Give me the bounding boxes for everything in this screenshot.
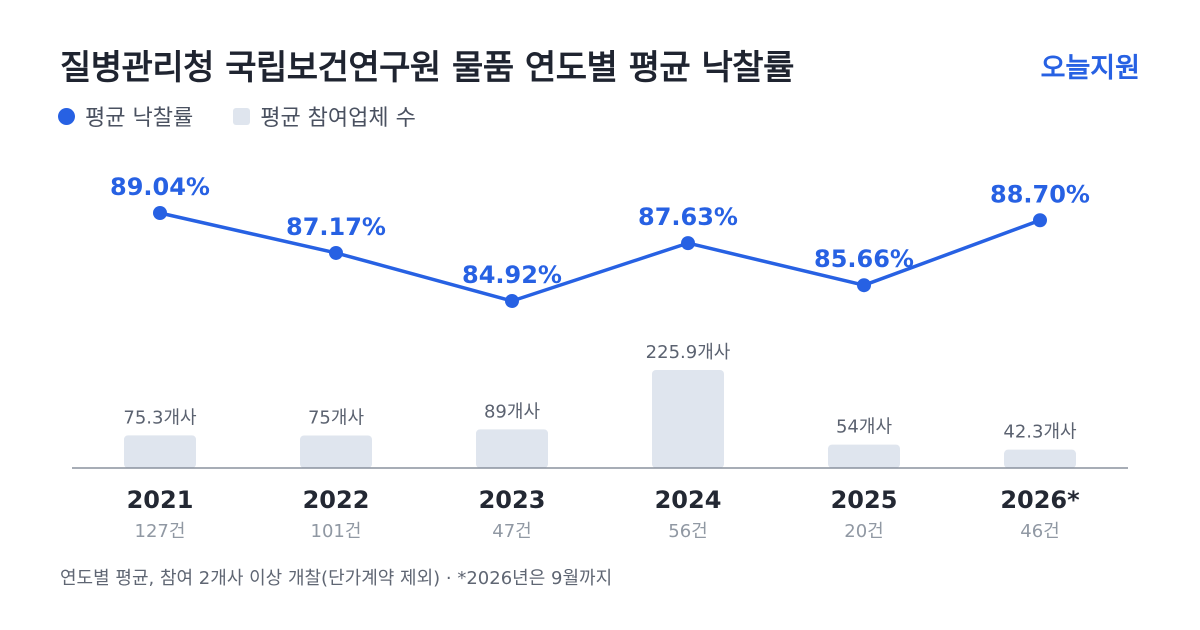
- rate-value-label: 87.63%: [638, 203, 738, 231]
- legend-square-icon: [233, 107, 251, 125]
- year-count-label: 56건: [668, 521, 707, 542]
- bar-2024: [652, 370, 724, 468]
- bar-value-label: 75개사: [308, 407, 364, 428]
- bar-value-label: 42.3개사: [1003, 422, 1077, 443]
- year-count-label: 20건: [844, 521, 883, 542]
- rate-point: [505, 294, 519, 308]
- bar-value-label: 225.9개사: [646, 342, 731, 363]
- bar-2023: [476, 429, 548, 468]
- year-count-label: 46건: [1020, 521, 1059, 542]
- year-tick-label: 2023: [479, 486, 546, 514]
- rate-point: [329, 245, 343, 260]
- rate-value-label: 87.17%: [286, 213, 386, 241]
- year-count-label: 101건: [311, 521, 362, 542]
- rate-point: [1033, 213, 1047, 228]
- rate-point: [681, 236, 695, 251]
- legend-item-bidders: 평균 참여업체 수: [233, 100, 416, 132]
- rate-value-label: 89.04%: [110, 173, 210, 201]
- bar-2022: [300, 435, 372, 468]
- legend-item-rate: 평균 낙찰률: [58, 100, 193, 132]
- year-count-label: 127건: [135, 521, 186, 542]
- bar-value-label: 75.3개사: [123, 407, 197, 428]
- bar-2021: [124, 435, 196, 468]
- legend: 평균 낙찰률 평균 참여업체 수: [58, 100, 416, 132]
- rate-point: [857, 278, 871, 293]
- year-count-label: 47건: [492, 521, 531, 542]
- brand-logo: 오늘지원: [1040, 53, 1140, 84]
- legend-dot-icon: [58, 107, 75, 125]
- rate-value-label: 84.92%: [462, 261, 562, 289]
- footnote: 연도별 평균, 참여 2개사 이상 개찰(단가계약 제외) · *2026년은 …: [60, 568, 613, 589]
- page-title: 질병관리청 국립보건연구원 물품 연도별 평균 낙찰률: [60, 48, 794, 88]
- bar-value-label: 54개사: [836, 417, 892, 438]
- bar-2026*: [1004, 449, 1076, 468]
- rate-value-label: 85.66%: [814, 245, 914, 273]
- year-tick-label: 2021: [127, 486, 194, 514]
- rate-line: [158, 211, 1042, 303]
- year-tick-label: 2025: [831, 486, 898, 514]
- legend-bidders-label: 평균 참여업체 수: [260, 106, 416, 131]
- legend-rate-label: 평균 낙찰률: [85, 106, 194, 131]
- rate-point: [153, 206, 167, 220]
- year-tick-label: 2026*: [1000, 486, 1080, 514]
- year-tick-label: 2024: [655, 486, 722, 514]
- bar-value-label: 89개사: [484, 401, 540, 422]
- bar-2025: [828, 444, 900, 468]
- rate-value-label: 88.70%: [990, 180, 1090, 208]
- year-tick-label: 2022: [303, 486, 370, 514]
